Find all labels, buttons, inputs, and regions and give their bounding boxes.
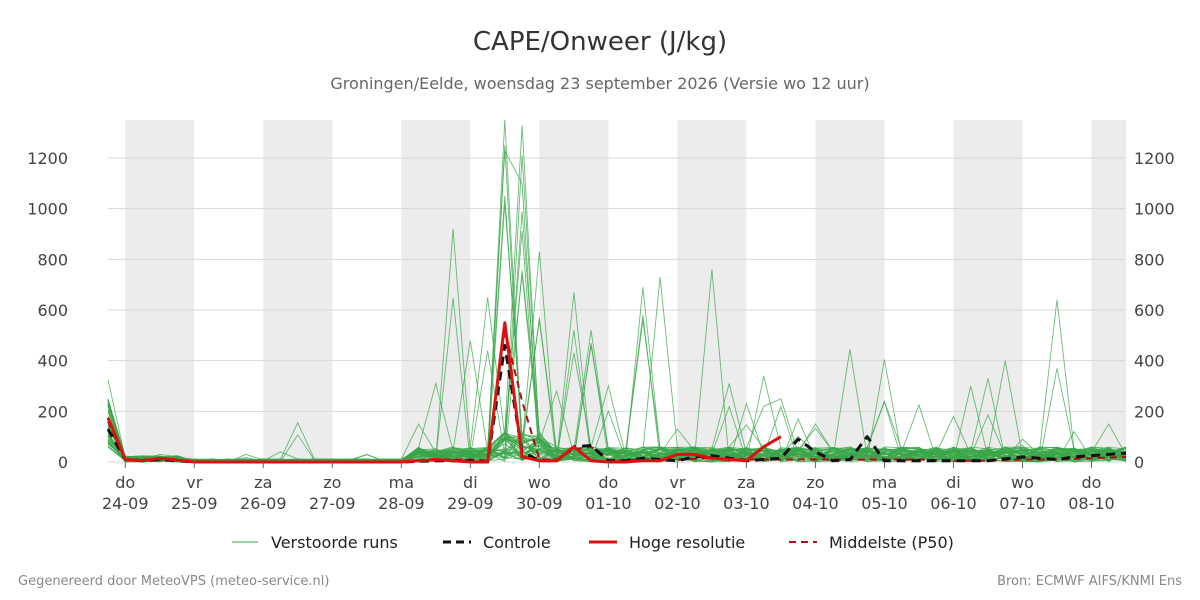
legend-label-ensemble: Verstoorde runs [271,533,398,552]
y-tick-right-200: 200 [1134,402,1165,421]
night-band-1 [263,120,333,462]
x-tick-date-3: 27-09 [309,494,356,513]
night-band-2 [401,120,471,462]
x-tick-day-2: za [254,473,272,492]
x-tick-day-13: wo [1011,473,1034,492]
x-tick-day-0: do [115,473,135,492]
x-tick-date-11: 05-10 [861,494,908,513]
legend-label-control: Controle [483,533,551,552]
y-tick-right-1000: 1000 [1134,200,1175,219]
x-tick-date-2: 26-09 [240,494,287,513]
y-tick-left-400: 400 [37,352,68,371]
x-tick-date-1: 25-09 [171,494,218,513]
y-axis-right: 0 200 400 600 800 1000 1200 [1134,149,1175,472]
x-tick-date-8: 02-10 [654,494,701,513]
series-line-hoge-resolutie [106,321,782,464]
x-tick-day-5: di [463,473,478,492]
chart-subtitle: Groningen/Eelde, woensdag 23 september 2… [330,74,869,93]
y-tick-left-800: 800 [37,250,68,269]
x-tick-day-4: ma [389,473,414,492]
y-tick-right-400: 400 [1134,352,1165,371]
night-bands [125,120,1126,462]
y-tick-left-600: 600 [37,301,68,320]
y-tick-left-1000: 1000 [27,200,68,219]
y-tick-left-1200: 1200 [27,149,68,168]
ensemble-runs [107,119,1127,463]
night-band-7 [1091,120,1126,462]
y-tick-left-0: 0 [58,453,68,472]
y-tick-left-200: 200 [37,402,68,421]
night-band-0 [125,120,195,462]
x-tick-day-7: do [598,473,618,492]
x-axis: do 24-09 vr 25-09 za 26-09 zo 27-09 ma 28-09 di 29-… [102,462,1115,513]
ensemble-run-49 [107,405,1127,463]
x-tick-date-12: 06-10 [930,494,977,513]
x-tick-day-11: ma [872,473,897,492]
y-tick-right-600: 600 [1134,301,1165,320]
night-band-6 [953,120,1023,462]
x-tick-date-10: 04-10 [792,494,839,513]
x-tick-day-1: vr [186,473,202,492]
x-tick-date-4: 28-09 [378,494,425,513]
y-axis-left: 0 200 400 600 800 1000 1200 [27,149,68,472]
x-tick-date-7: 01-10 [585,494,632,513]
x-tick-date-0: 24-09 [102,494,149,513]
footer-generator: Gegenereerd door MeteoVPS (meteo-service… [18,574,329,589]
x-tick-day-3: zo [323,473,341,492]
legend-label-median: Middelste (P50) [829,533,954,552]
x-tick-date-5: 29-09 [447,494,494,513]
x-tick-day-9: za [737,473,755,492]
main-series [106,321,1127,464]
x-tick-day-12: di [946,473,961,492]
chart-title: CAPE/Onweer (J/kg) [473,27,727,57]
legend-label-highres: Hoge resolutie [629,533,745,552]
y-tick-right-800: 800 [1134,250,1165,269]
x-tick-date-9: 03-10 [723,494,770,513]
x-tick-date-13: 07-10 [999,494,1046,513]
legend: Verstoorde runs Controle Hoge resolutie … [232,533,954,552]
x-tick-date-6: 30-09 [516,494,563,513]
y-tick-right-0: 0 [1134,453,1144,472]
night-band-5 [815,120,885,462]
x-tick-day-14: do [1082,473,1102,492]
x-tick-day-10: zo [806,473,824,492]
y-tick-right-1200: 1200 [1134,149,1175,168]
x-tick-day-8: vr [669,473,685,492]
footer-source: Bron: ECMWF AIFS/KNMI Ens [997,574,1182,589]
x-tick-date-14: 08-10 [1068,494,1115,513]
x-tick-day-6: wo [528,473,551,492]
